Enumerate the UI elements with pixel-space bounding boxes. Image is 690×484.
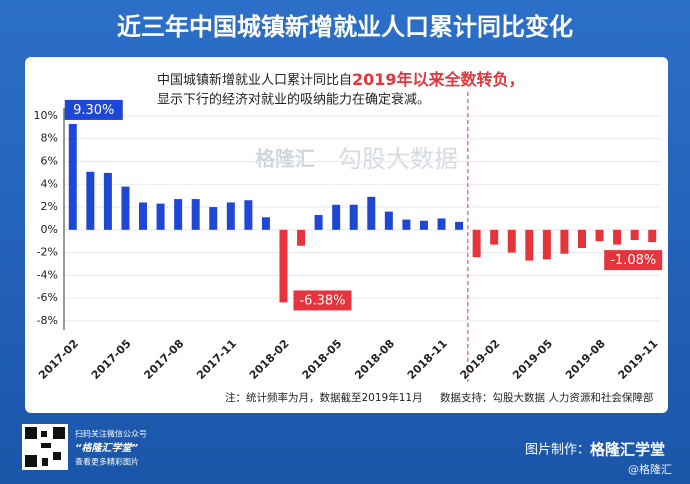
qr-text: “格隆汇学堂” [75,442,138,454]
bar [507,229,516,253]
bar [261,217,270,230]
bar [560,229,569,254]
bar [244,200,253,230]
bar [139,202,148,230]
annotation: 中国城镇新增就业人口累计同比自2019年以来全数转负， [157,70,525,89]
bar [490,229,499,245]
bar [402,219,411,230]
y-tick-label: -6% [37,291,58,304]
y-tick-label: -4% [37,268,58,281]
chart-title: 近三年中国城镇新增就业人口累计同比变化 [117,13,573,41]
y-tick-label: 0% [41,223,58,236]
qr-code [22,424,68,470]
qr-text: 查看更多精彩图片 [75,457,139,467]
y-tick-label: 6% [41,155,58,168]
bar [156,203,165,230]
bar [455,221,464,230]
bar [384,211,393,230]
bar [437,218,446,230]
y-tick-label: -2% [37,246,58,259]
credit-label: 图片制作： [525,443,590,458]
bar [630,229,639,241]
value-label-box [604,250,663,271]
bar [121,186,130,230]
value-label: -1.08% [610,253,656,268]
bar [103,172,112,230]
bar [332,204,341,230]
bar [297,229,306,246]
footnote: 注：统计频率为月，数据截至2019年11月 [225,391,423,404]
y-tick-label: 2% [41,200,58,213]
bar [174,199,183,230]
bar [191,199,200,230]
bar [613,229,622,245]
bar [577,229,586,249]
annotation-highlight: 2019年以来全数转负， [352,70,525,89]
y-tick-label: -8% [37,314,58,327]
y-tick-label: 4% [41,177,58,190]
annotation-part: 中国城镇新增就业人口累计同比自 [157,72,352,88]
bar [279,229,288,303]
y-tick-label: 8% [41,132,58,145]
card [25,57,668,413]
watermark: 格隆汇 [255,147,315,171]
y-tick-label: 10% [34,109,58,122]
qr-text: 扫码关注微信公众号 [75,429,147,439]
bar [86,171,95,230]
weibo: @格隆汇 [628,462,672,476]
bar [367,196,376,230]
bar [595,229,604,242]
bar [226,202,235,230]
credit-name: 格隆汇学堂 [590,441,665,459]
value-label: -6.38% [299,293,345,308]
footnote: 数据支持：勾股大数据 人力资源和社会保障部 [440,391,653,404]
bar [525,229,534,261]
value-label-box [64,99,123,120]
bar [349,204,358,230]
annotation: 显示下行的经济对就业的吸纳能力在确定衰减。 [157,92,430,108]
bar [542,229,551,260]
value-label-box [293,290,352,311]
watermark: 勾股大数据 [338,145,458,173]
bar [68,123,77,230]
value-label: 9.30% [73,103,114,118]
bar [314,215,323,230]
bar [419,220,428,230]
bar [209,207,218,230]
bar [648,229,657,243]
bar [472,229,481,258]
